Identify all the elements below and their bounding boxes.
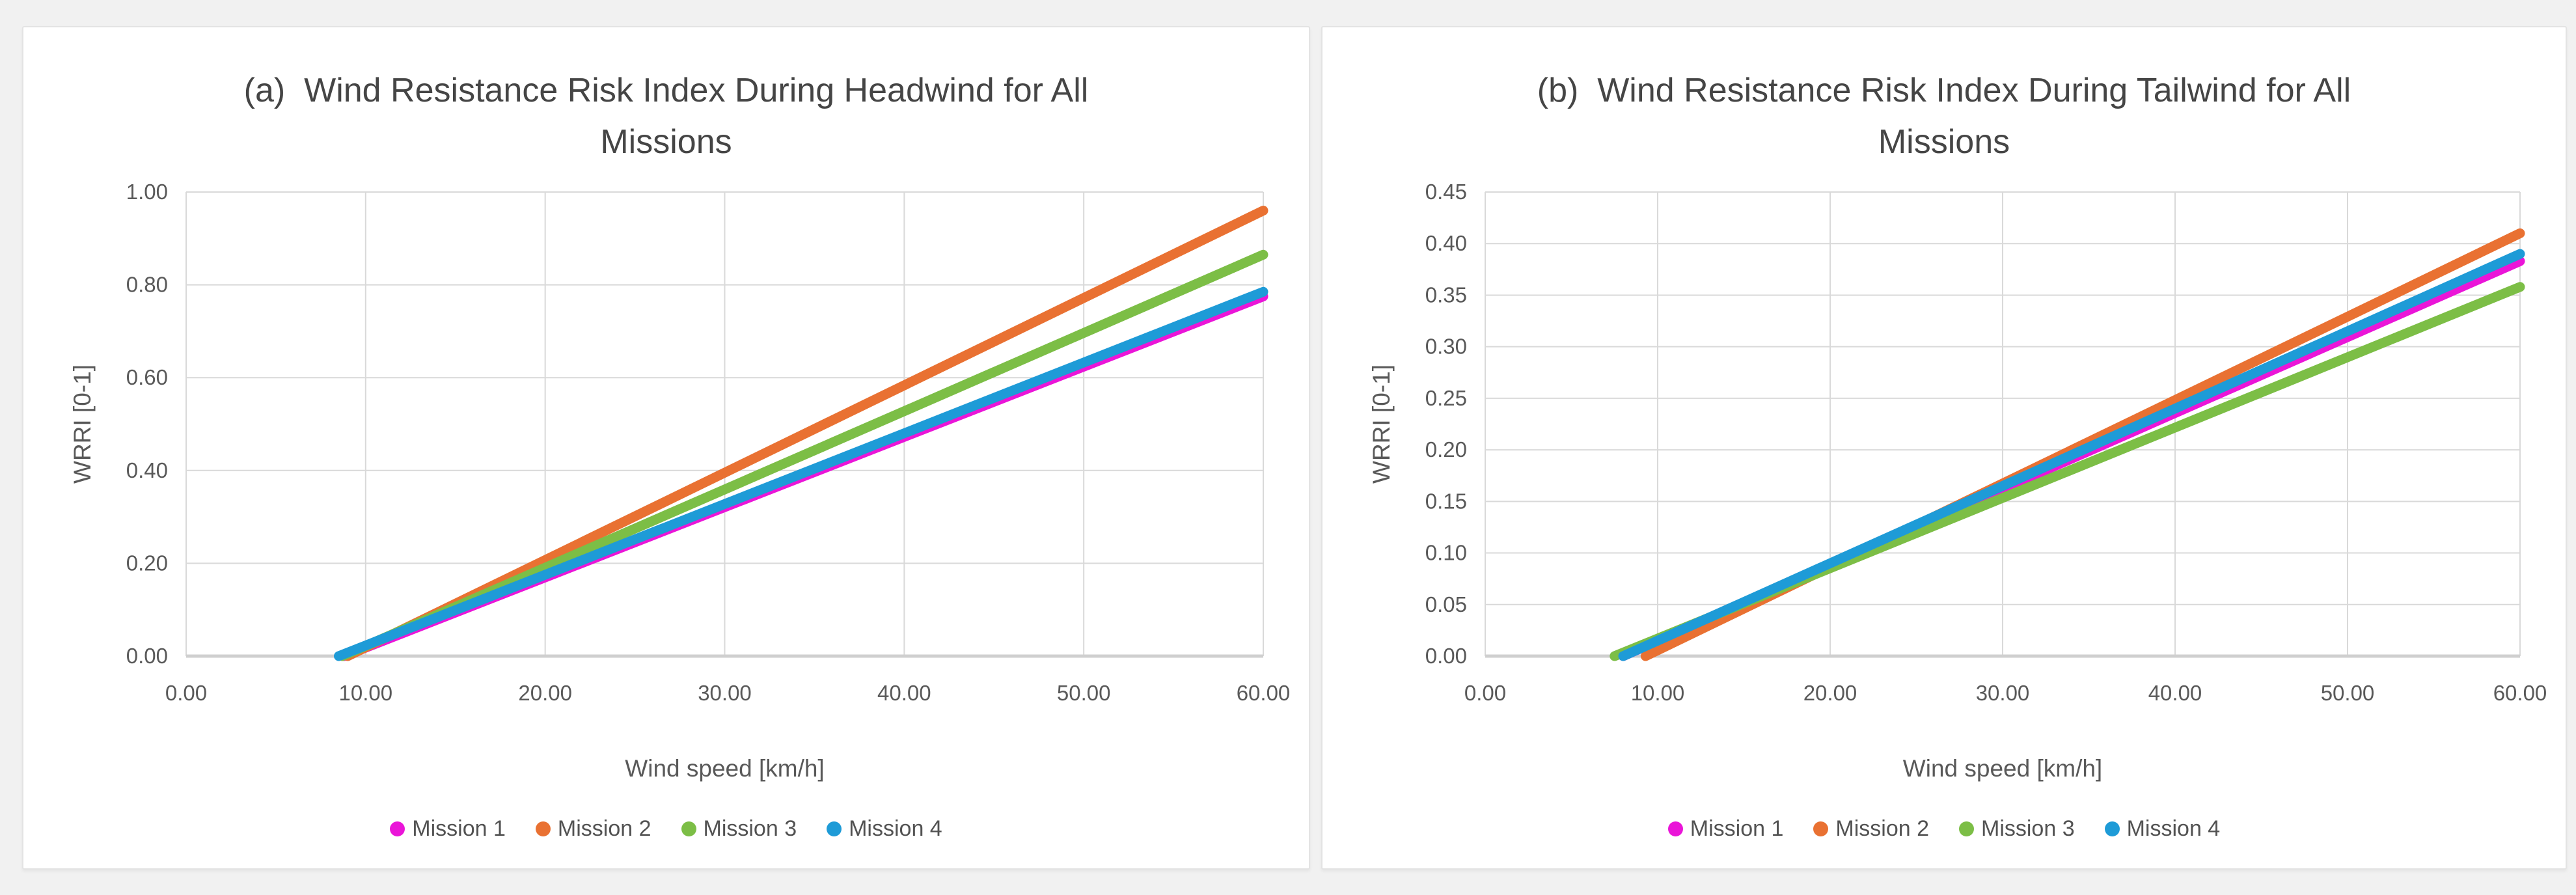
legend-label: Mission 2 [1835, 816, 1929, 841]
x-tick-label: 20.00 [1803, 681, 1857, 705]
legend-label: Mission 2 [557, 816, 651, 841]
x-tick-label: 60.00 [2493, 681, 2547, 705]
x-tick-label: 30.00 [1976, 681, 2030, 705]
x-tick-label: 10.00 [1631, 681, 1685, 705]
y-tick-label: 0.80 [126, 273, 168, 297]
y-tick-label: 0.35 [1425, 282, 1467, 307]
chart-title-line-1: (a) Wind Resistance Risk Index During He… [243, 72, 1089, 109]
x-tick-label: 20.00 [518, 681, 572, 705]
legend-label: Mission 3 [1981, 816, 2075, 841]
legend-item-mission-3: Mission 3 [1959, 816, 2075, 842]
y-tick-label: 0.20 [1425, 437, 1467, 461]
legend-marker-icon [1813, 821, 1829, 836]
series-line-mission-4 [1618, 249, 2525, 661]
y-tick-label: 0.10 [1425, 541, 1467, 565]
chart-title: (a) Wind Resistance Risk Index During He… [23, 65, 1309, 168]
chart-panel-tailwind: (b) Wind Resistance Risk Index During Ta… [1321, 26, 2567, 870]
y-tick-label: 0.40 [1425, 231, 1467, 255]
legend-label: Mission 3 [703, 816, 797, 841]
chart-title-line-2: Missions [1878, 123, 2010, 161]
legend-label: Mission 1 [1690, 816, 1784, 841]
x-tick-label: 10.00 [339, 681, 393, 705]
y-axis-title: WRRI [0-1] [1368, 365, 1395, 484]
x-tick-label: 50.00 [1057, 681, 1111, 705]
y-tick-label: 0.30 [1425, 335, 1467, 359]
legend-item-mission-4: Mission 4 [827, 816, 942, 842]
y-tick-label: 1.00 [126, 180, 168, 204]
y-tick-label: 0.05 [1425, 592, 1467, 616]
legend-marker-icon [390, 821, 405, 836]
x-tick-label: 0.00 [1464, 681, 1506, 705]
legend: Mission 1 Mission 2 Mission 3 Mission 4 [23, 816, 1309, 842]
y-tick-label: 0.00 [1425, 644, 1467, 668]
legend-item-mission-4: Mission 4 [2104, 816, 2221, 842]
x-axis-title: Wind speed [km/h] [1903, 755, 2102, 782]
x-tick-label: 40.00 [2148, 681, 2202, 705]
legend-marker-icon [827, 821, 842, 836]
legend-item-mission-2: Mission 2 [535, 816, 651, 842]
y-axis-title: WRRI [0-1] [69, 365, 96, 484]
y-tick-label: 0.15 [1425, 489, 1467, 513]
x-tick-label: 60.00 [1237, 681, 1291, 705]
series-line-mission-4 [334, 286, 1268, 661]
plot-area: 0.00 10.00 20.00 30.00 40.00 50.00 60.00 0.00 0.… [69, 180, 1291, 782]
legend-item-mission-3: Mission 3 [681, 816, 797, 842]
legend-item-mission-2: Mission 2 [1813, 816, 1929, 842]
legend-item-mission-1: Mission 1 [1667, 816, 1784, 842]
legend-label: Mission 4 [849, 816, 942, 841]
y-tick-label: 0.45 [1425, 180, 1467, 204]
legend-marker-icon [2104, 821, 2120, 836]
chart-title-line-2: Missions [600, 123, 732, 161]
chart-title-line-1: (b) Wind Resistance Risk Index During Ta… [1537, 72, 2351, 109]
legend-item-mission-1: Mission 1 [390, 816, 506, 842]
x-tick-label: 30.00 [698, 681, 752, 705]
legend-label: Mission 1 [412, 816, 506, 841]
y-tick-label: 0.60 [126, 365, 168, 389]
y-tick-label: 0.25 [1425, 386, 1467, 410]
plot-area: 0.00 10.00 20.00 30.00 40.00 50.00 60.00 0.00 0.… [1368, 180, 2547, 782]
legend-marker-icon [1667, 821, 1683, 836]
y-tick-label: 0.40 [126, 458, 168, 482]
x-axis-title: Wind speed [km/h] [625, 755, 824, 782]
legend-marker-icon [681, 821, 696, 836]
chart-panel-headwind: (a) Wind Resistance Risk Index During He… [22, 26, 1310, 870]
series-line-mission-2 [342, 206, 1268, 661]
y-tick-label: 0.20 [126, 551, 168, 575]
x-tick-label: 0.00 [165, 681, 207, 705]
y-tick-label: 0.00 [126, 644, 168, 668]
x-tick-label: 50.00 [2321, 681, 2375, 705]
legend-marker-icon [535, 821, 551, 836]
legend-marker-icon [1959, 821, 1974, 836]
x-tick-label: 40.00 [877, 681, 931, 705]
chart-title: (b) Wind Resistance Risk Index During Ta… [1322, 65, 2566, 168]
legend-label: Mission 4 [2126, 816, 2221, 841]
legend: Mission 1 Mission 2 Mission 3 Mission 4 [1322, 816, 2566, 842]
